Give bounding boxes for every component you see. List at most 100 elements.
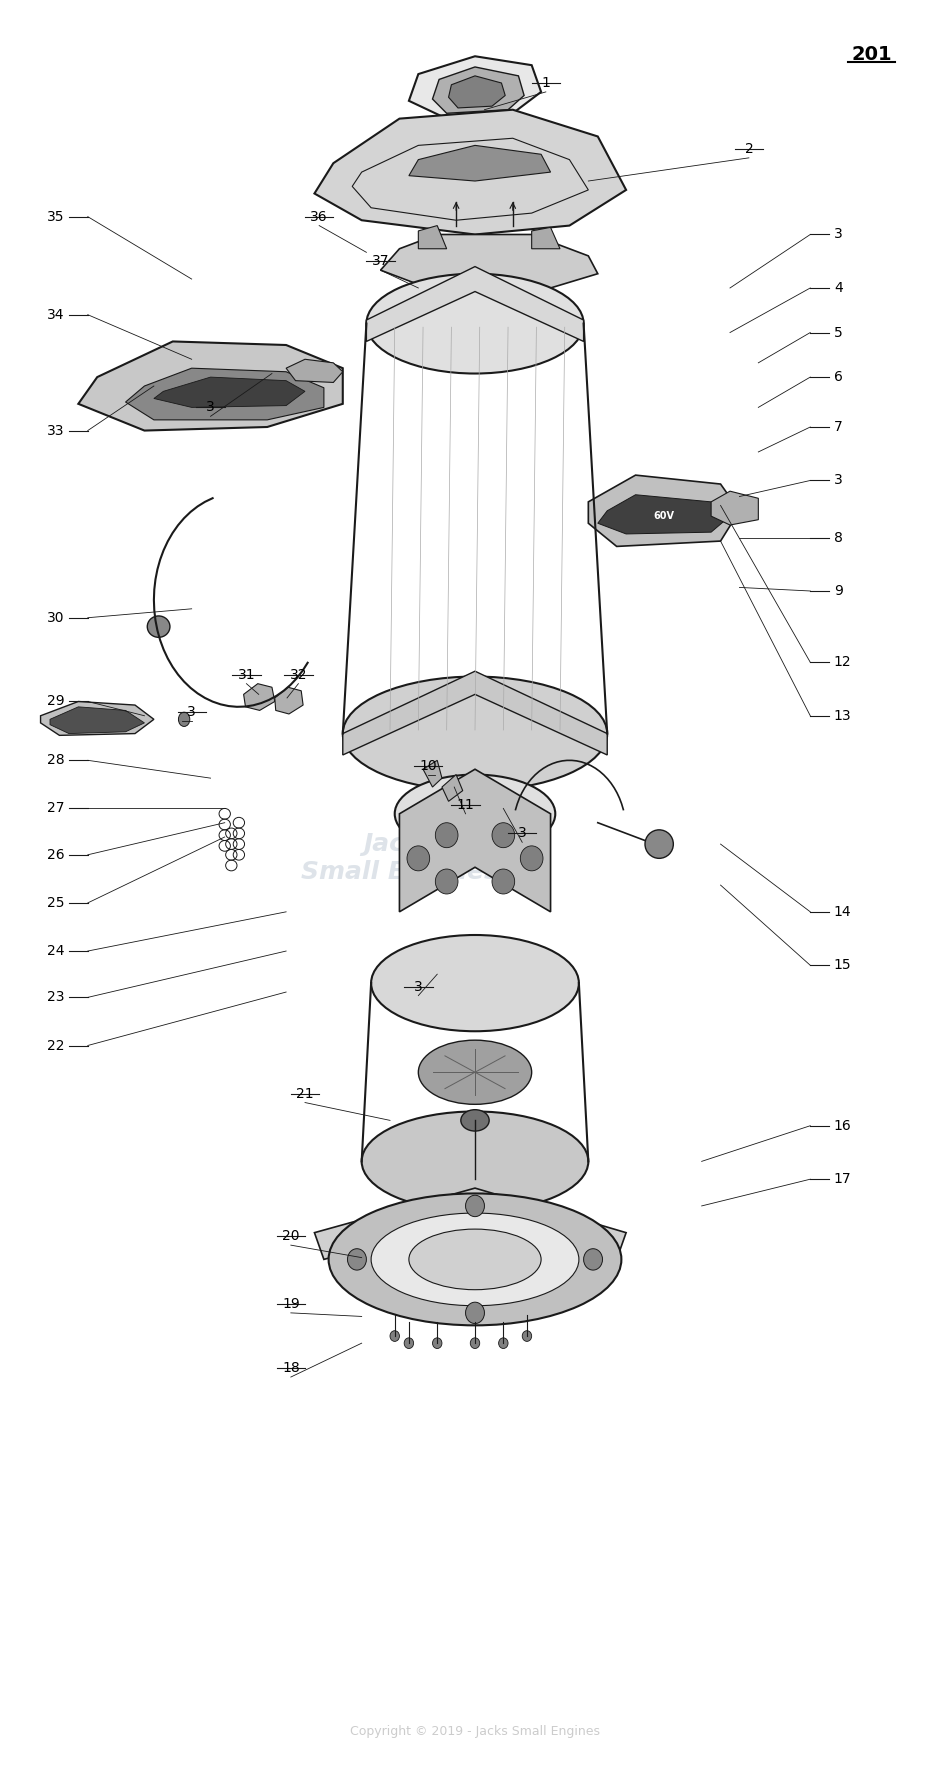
Text: 12: 12: [834, 654, 851, 669]
Polygon shape: [343, 670, 607, 755]
Polygon shape: [367, 266, 583, 342]
Text: 3: 3: [414, 980, 423, 994]
Polygon shape: [448, 75, 505, 107]
Text: 2: 2: [745, 141, 753, 156]
Ellipse shape: [499, 1337, 508, 1348]
Ellipse shape: [466, 1302, 484, 1323]
Ellipse shape: [362, 1112, 588, 1210]
Text: 201: 201: [851, 45, 892, 64]
Text: 33: 33: [47, 424, 65, 438]
Polygon shape: [125, 368, 324, 420]
Text: 28: 28: [47, 753, 65, 767]
Polygon shape: [381, 234, 598, 291]
Text: 24: 24: [47, 944, 65, 958]
Ellipse shape: [492, 869, 515, 894]
Text: 18: 18: [282, 1361, 299, 1375]
Text: 22: 22: [47, 1039, 65, 1053]
Ellipse shape: [470, 1337, 480, 1348]
Text: 27: 27: [47, 801, 65, 815]
Ellipse shape: [432, 1337, 442, 1348]
Ellipse shape: [179, 712, 190, 726]
Ellipse shape: [343, 676, 607, 790]
Ellipse shape: [407, 846, 429, 871]
Ellipse shape: [461, 1110, 489, 1132]
Text: 35: 35: [47, 209, 65, 224]
Ellipse shape: [408, 1228, 542, 1289]
Polygon shape: [598, 495, 730, 535]
Text: 23: 23: [47, 991, 65, 1005]
Text: 16: 16: [834, 1119, 851, 1134]
Text: 25: 25: [47, 896, 65, 910]
Polygon shape: [423, 760, 442, 787]
Text: 30: 30: [47, 611, 65, 624]
Text: 21: 21: [296, 1087, 314, 1101]
Polygon shape: [532, 227, 560, 249]
Text: 36: 36: [311, 209, 328, 224]
Text: 34: 34: [47, 308, 65, 322]
Polygon shape: [243, 683, 275, 710]
Ellipse shape: [371, 1212, 579, 1305]
Text: 26: 26: [47, 848, 65, 862]
Polygon shape: [154, 377, 305, 408]
Text: 8: 8: [834, 531, 843, 545]
Text: 20: 20: [282, 1228, 299, 1243]
Polygon shape: [432, 66, 524, 113]
Text: 31: 31: [238, 667, 256, 681]
Polygon shape: [588, 476, 739, 547]
Ellipse shape: [435, 869, 458, 894]
Text: 9: 9: [834, 585, 843, 597]
Ellipse shape: [466, 1194, 484, 1216]
Text: 1: 1: [542, 75, 550, 89]
Text: 15: 15: [834, 958, 851, 973]
Polygon shape: [78, 342, 343, 431]
Text: 19: 19: [282, 1296, 299, 1311]
Ellipse shape: [521, 846, 543, 871]
Polygon shape: [314, 109, 626, 234]
Text: Copyright © 2019 - Jacks Small Engines: Copyright © 2019 - Jacks Small Engines: [350, 1725, 600, 1738]
Ellipse shape: [404, 1337, 413, 1348]
Text: 4: 4: [834, 281, 843, 295]
Text: 60V: 60V: [654, 511, 674, 520]
Text: 29: 29: [47, 694, 65, 708]
Text: 5: 5: [834, 325, 843, 340]
Text: 37: 37: [371, 254, 389, 268]
Ellipse shape: [583, 1248, 602, 1269]
Ellipse shape: [348, 1248, 367, 1269]
Polygon shape: [442, 774, 463, 801]
Ellipse shape: [371, 935, 579, 1032]
Ellipse shape: [329, 1193, 621, 1325]
Ellipse shape: [394, 774, 556, 853]
Ellipse shape: [522, 1330, 532, 1341]
Text: 3: 3: [834, 227, 843, 241]
Text: 10: 10: [419, 758, 437, 772]
Ellipse shape: [645, 830, 674, 858]
Polygon shape: [408, 145, 551, 181]
Polygon shape: [408, 55, 542, 118]
Text: 7: 7: [834, 420, 843, 434]
Text: 3: 3: [518, 826, 526, 840]
Polygon shape: [50, 706, 144, 733]
Ellipse shape: [492, 822, 515, 848]
Text: Jacks
Small Engines: Jacks Small Engines: [300, 833, 499, 885]
Text: 3: 3: [206, 401, 215, 415]
Text: 14: 14: [834, 905, 851, 919]
Polygon shape: [712, 492, 758, 526]
Polygon shape: [41, 701, 154, 735]
Text: 3: 3: [834, 474, 843, 488]
Polygon shape: [286, 359, 343, 383]
Ellipse shape: [147, 615, 170, 637]
Ellipse shape: [418, 1041, 532, 1105]
Text: 11: 11: [457, 797, 474, 812]
Ellipse shape: [435, 822, 458, 848]
Text: 13: 13: [834, 708, 851, 722]
Text: 32: 32: [290, 667, 307, 681]
Polygon shape: [399, 769, 551, 912]
Text: 17: 17: [834, 1173, 851, 1185]
Ellipse shape: [367, 274, 583, 374]
Text: 6: 6: [834, 370, 843, 384]
Text: 3: 3: [187, 704, 196, 719]
Polygon shape: [418, 225, 446, 249]
Ellipse shape: [390, 1330, 399, 1341]
Polygon shape: [314, 1187, 626, 1259]
Polygon shape: [275, 687, 303, 713]
